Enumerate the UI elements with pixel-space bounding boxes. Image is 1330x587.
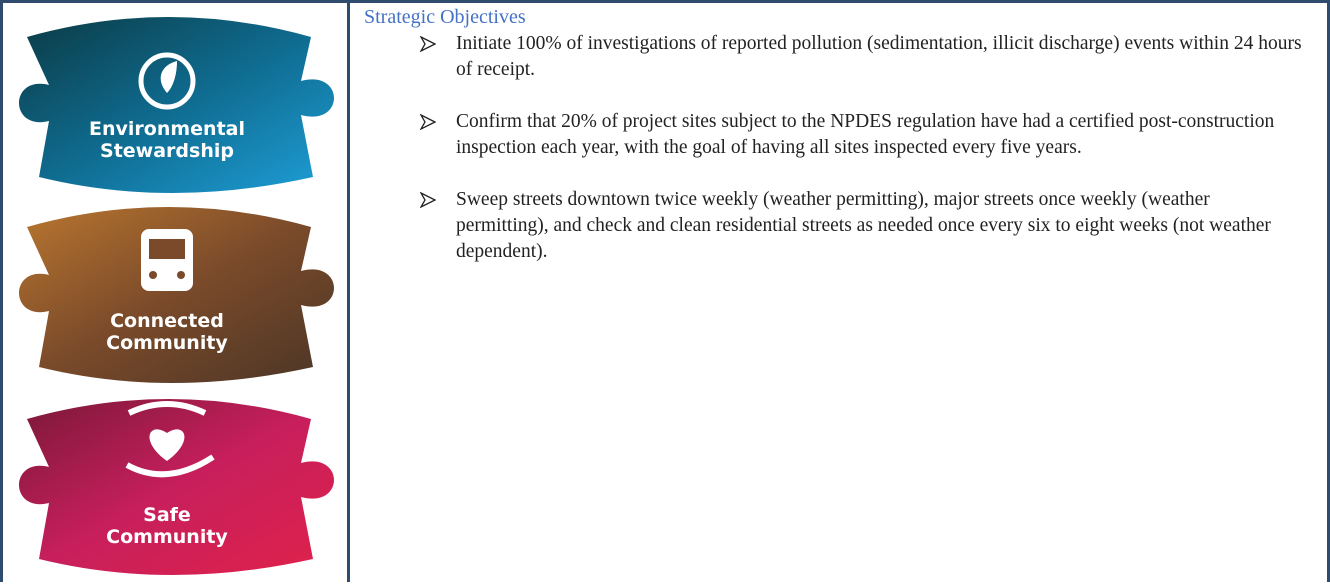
- bullet: Sweep streets downtown twice weekly (wea…: [456, 187, 1307, 265]
- page: Strategic Objectives {"tiles": [ {"label…: [0, 0, 1330, 582]
- tile-label: Connected: [110, 310, 224, 332]
- tile-panel: Environmental Stewardship Connected Comm…: [3, 3, 350, 582]
- objectives: Strategic Objectives Initiate 100% of in…: [364, 5, 1307, 291]
- bullet-arrow: [420, 192, 436, 208]
- heading: Strategic Objectives: [364, 5, 1307, 29]
- bullet-arrow: [420, 114, 436, 130]
- bullet-list: Initiate 100% of investigations of repor…: [364, 31, 1307, 265]
- bullet-text: Sweep streets downtown twice weekly (wea…: [456, 189, 1271, 262]
- bullet: Confirm that 20% of project sites subjec…: [456, 109, 1307, 161]
- tile-label: Environmental: [89, 118, 245, 140]
- body: Environmental Stewardship Connected Comm…: [0, 0, 1330, 582]
- tile: Environmental Stewardship: [19, 17, 334, 193]
- tile-label: Stewardship: [100, 140, 234, 162]
- tile: Safe Community: [19, 399, 334, 575]
- frame: Environmental Stewardship Connected Comm…: [0, 0, 1330, 582]
- bullet-text: Initiate 100% of investigations of repor…: [456, 33, 1302, 80]
- tile-label: Community: [106, 332, 228, 354]
- bullet: Initiate 100% of investigations of repor…: [456, 31, 1307, 83]
- tile-label: Community: [106, 526, 228, 548]
- tiles: Environmental Stewardship Connected Comm…: [3, 3, 347, 582]
- tile-label: Safe: [143, 504, 191, 526]
- bullet-text: Confirm that 20% of project sites subjec…: [456, 111, 1274, 158]
- tile: Connected Community: [19, 207, 334, 383]
- bullet-arrow: [420, 36, 436, 52]
